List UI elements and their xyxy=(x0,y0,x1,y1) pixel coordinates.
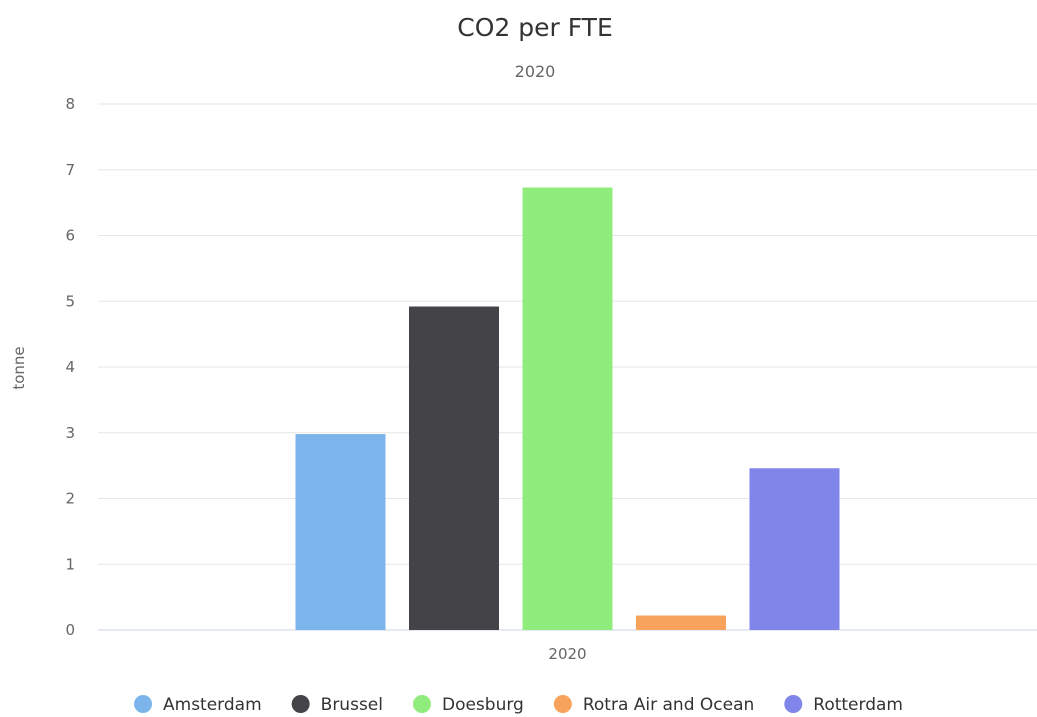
bar-doesburg[interactable] xyxy=(522,187,613,630)
y-tick-label: 4 xyxy=(65,358,75,376)
y-tick-label: 5 xyxy=(65,292,75,310)
y-axis-title: tonne xyxy=(10,346,28,389)
legend-label: Rotterdam xyxy=(813,695,903,715)
legend-item-amsterdam[interactable]: Amsterdam xyxy=(134,695,262,715)
bar-rotterdam[interactable] xyxy=(749,468,840,630)
legend: Amsterdam Brussel Doesburg Rotra Air and Oc… xyxy=(134,695,903,715)
y-tick-label: 8 xyxy=(65,95,75,113)
legend-label: Brussel xyxy=(321,695,383,715)
legend-item-doesburg[interactable]: Doesburg xyxy=(412,695,524,715)
y-tick-label: 3 xyxy=(65,424,75,442)
y-tick-label: 1 xyxy=(65,555,75,573)
legend-marker xyxy=(412,695,431,713)
legend-label: Amsterdam xyxy=(163,695,262,715)
x-tick-label: 2020 xyxy=(548,645,586,663)
y-tick-label: 6 xyxy=(65,227,75,245)
legend-label: Doesburg xyxy=(442,695,524,715)
legend-marker xyxy=(784,695,803,713)
y-axis-ticks: 0 1 2 3 4 5 6 7 8 xyxy=(65,95,75,639)
legend-marker xyxy=(134,695,153,713)
legend-item-brussel[interactable]: Brussel xyxy=(291,695,383,715)
y-tick-label: 7 xyxy=(65,161,75,179)
bar-brussel[interactable] xyxy=(409,306,499,630)
y-tick-label: 0 xyxy=(65,621,75,639)
legend-item-rotra-air-and-ocean[interactable]: Rotra Air and Ocean xyxy=(553,695,754,715)
bar-rotra-air-and-ocean[interactable] xyxy=(636,615,726,630)
bar-amsterdam[interactable] xyxy=(295,434,386,630)
bars xyxy=(295,187,840,630)
x-axis-ticks: 2020 xyxy=(548,645,586,663)
legend-item-rotterdam[interactable]: Rotterdam xyxy=(784,695,903,715)
legend-label: Rotra Air and Ocean xyxy=(583,695,754,715)
chart-title: CO2 per FTE xyxy=(457,13,612,42)
legend-marker xyxy=(291,695,310,713)
chart-subtitle: 2020 xyxy=(515,62,556,81)
y-tick-label: 2 xyxy=(65,490,75,508)
legend-marker xyxy=(553,695,572,713)
